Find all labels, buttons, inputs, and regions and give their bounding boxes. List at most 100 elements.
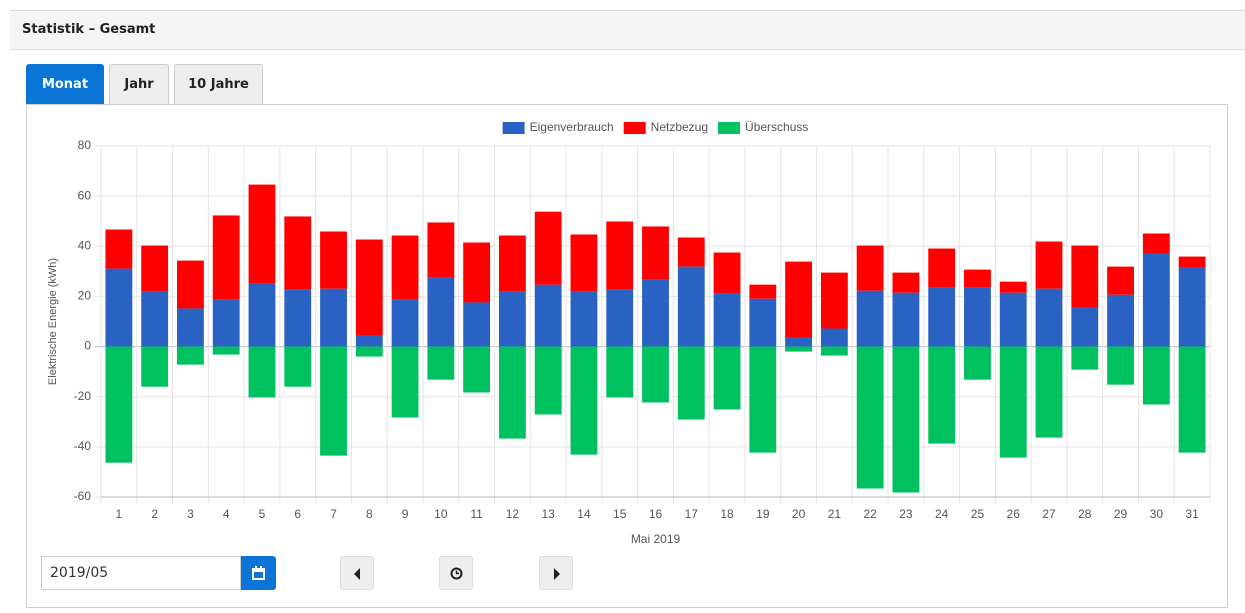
bar — [1035, 346, 1063, 438]
bar — [534, 346, 562, 415]
bar — [1071, 307, 1099, 347]
bar — [606, 221, 634, 290]
bar — [570, 291, 598, 347]
bar — [642, 346, 669, 403]
legend-label: Überschuss — [745, 120, 808, 134]
legend-label: Eigenverbrauch — [530, 120, 614, 134]
bar — [606, 289, 634, 347]
x-tick-label: 28 — [1078, 507, 1092, 521]
bar — [355, 335, 383, 347]
panel-title: Statistik – Gesamt — [10, 10, 1245, 50]
bar — [1035, 241, 1063, 289]
x-tick-label: 7 — [330, 507, 337, 521]
bar — [1178, 346, 1206, 453]
legend-swatch — [502, 122, 525, 134]
bar — [642, 226, 669, 280]
bar — [248, 283, 276, 347]
bar — [677, 266, 705, 347]
chart: -60 -40 -20 0 20 40 60 80 Elektrische Energie (k… — [47, 120, 1211, 546]
bar — [892, 292, 920, 347]
x-tick-label: 14 — [577, 507, 591, 521]
x-tick-label: 5 — [259, 507, 266, 521]
bar — [105, 229, 133, 269]
bar — [1178, 267, 1206, 347]
y-tick-label: 0 — [84, 339, 91, 353]
bar — [320, 231, 347, 289]
bar — [427, 277, 455, 347]
bar — [355, 346, 383, 357]
bar — [785, 346, 813, 352]
bar — [534, 211, 562, 285]
y-tick-label: 80 — [78, 138, 92, 152]
tab[interactable]: 10 Jahre — [174, 64, 263, 104]
bar — [856, 290, 884, 347]
x-tick-label: 19 — [756, 507, 770, 521]
x-tick-label: 21 — [828, 507, 842, 521]
bar — [642, 279, 669, 347]
bar — [964, 269, 991, 288]
bar — [749, 346, 777, 453]
x-tick-label: 29 — [1114, 507, 1128, 521]
bar — [964, 287, 991, 347]
bar — [999, 292, 1027, 347]
x-axis-label: Mai 2019 — [631, 532, 681, 546]
bar — [1071, 346, 1099, 370]
bar — [856, 346, 884, 489]
bar — [928, 248, 956, 288]
legend-label: Netzbezug — [651, 120, 708, 134]
x-tick-label: 8 — [366, 507, 373, 521]
bar — [999, 346, 1027, 458]
bar — [391, 346, 419, 418]
x-tick-label: 25 — [971, 507, 985, 521]
bar — [928, 287, 956, 347]
x-tick-label: 12 — [506, 507, 520, 521]
tab-content — [26, 104, 1228, 608]
bar — [1142, 233, 1170, 254]
bar — [391, 235, 419, 300]
x-tick-label: 23 — [899, 507, 913, 521]
bar — [1142, 346, 1170, 405]
calendar-button[interactable] — [241, 556, 276, 590]
bar — [105, 268, 133, 347]
bar — [141, 291, 169, 347]
x-tick-label: 27 — [1042, 507, 1056, 521]
legend-swatch — [623, 122, 646, 134]
bar — [498, 235, 526, 292]
bar — [1035, 288, 1063, 347]
bar — [498, 291, 526, 347]
tab[interactable]: Jahr — [109, 64, 169, 104]
bar — [820, 346, 848, 356]
bar — [606, 346, 634, 398]
bar — [355, 239, 383, 336]
bar — [141, 346, 169, 387]
bar — [427, 346, 455, 380]
y-tick-label: 40 — [78, 238, 92, 252]
x-tick-label: 1 — [116, 507, 123, 521]
bar — [177, 260, 204, 309]
x-tick-label: 17 — [685, 507, 699, 521]
bar — [570, 234, 598, 292]
bar — [248, 346, 276, 398]
next-button[interactable] — [539, 556, 573, 590]
y-tick-label: -40 — [74, 439, 92, 453]
x-tick-label: 10 — [434, 507, 448, 521]
date-input[interactable]: 2019/05 — [41, 556, 241, 590]
y-tick-label: -60 — [74, 489, 92, 503]
bar — [534, 284, 562, 347]
x-tick-label: 4 — [223, 507, 230, 521]
bar — [212, 346, 240, 355]
x-tick-label: 24 — [935, 507, 949, 521]
y-tick-label: 20 — [78, 289, 92, 303]
x-tick-label: 2 — [151, 507, 158, 521]
clock-icon — [450, 567, 463, 580]
bar — [1107, 294, 1134, 347]
today-button[interactable] — [439, 556, 473, 590]
prev-button[interactable] — [340, 556, 374, 590]
bar — [964, 346, 991, 380]
bar — [212, 215, 240, 300]
bar — [713, 293, 741, 347]
x-tick-label: 30 — [1150, 507, 1164, 521]
x-tick-label: 16 — [649, 507, 663, 521]
tab[interactable]: Monat — [26, 64, 104, 104]
bar — [1142, 253, 1170, 347]
